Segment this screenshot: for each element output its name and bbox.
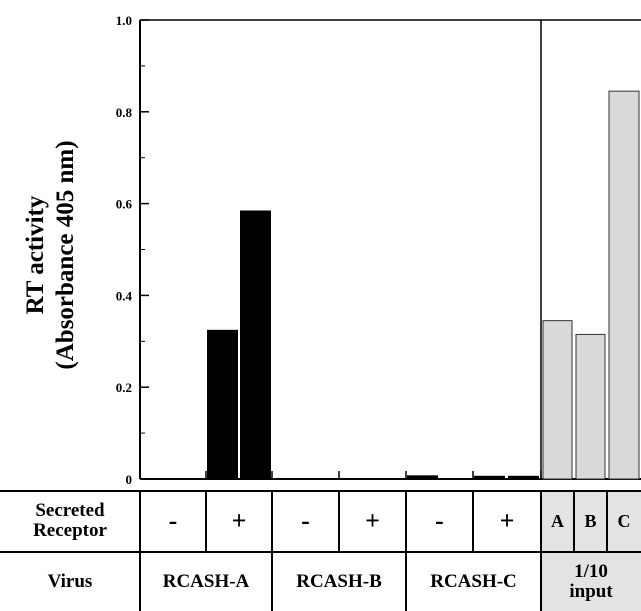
virus-cell-input-line2: input bbox=[569, 580, 613, 602]
bar bbox=[474, 475, 505, 479]
secreted-receptor-header: Secreted Receptor bbox=[0, 490, 140, 552]
input-cell-b: B bbox=[574, 490, 607, 552]
table-divider bbox=[573, 490, 575, 551]
bar bbox=[240, 210, 271, 480]
table-divider bbox=[606, 490, 608, 551]
virus-cell-rcash-c: RCASH-C bbox=[430, 570, 517, 592]
receptor-cell-c-minus: - bbox=[435, 506, 444, 536]
table-divider bbox=[139, 490, 141, 611]
input-cell-c: C bbox=[607, 490, 641, 552]
table-divider bbox=[271, 490, 273, 611]
secreted-receptor-header-line1: Secreted bbox=[35, 500, 105, 522]
table-rule-top bbox=[0, 490, 641, 492]
table-divider bbox=[472, 490, 474, 551]
table-rule-middle bbox=[0, 551, 641, 553]
virus-cell-rcash-a: RCASH-A bbox=[162, 570, 250, 592]
table-divider bbox=[205, 490, 207, 551]
bar bbox=[407, 475, 438, 479]
virus-cell-input-line1: 1/10 bbox=[574, 560, 608, 582]
y-tick-label: 0 bbox=[126, 472, 133, 487]
bar-chart: 0 0.2 0.4 0.6 0.8 1.0 RT activity (Absorbance… bbox=[22, 13, 641, 487]
receptor-cell-a-plus: + bbox=[231, 506, 247, 536]
virus-cell-rcash-b: RCASH-B bbox=[296, 570, 382, 592]
y-axis-title-line1: RT activity bbox=[22, 195, 49, 314]
virus-cell-input: 1/10 input bbox=[541, 552, 641, 611]
bar bbox=[575, 333, 606, 480]
y-tick-label: 0.6 bbox=[116, 197, 133, 212]
y-tick-label: 0.8 bbox=[116, 105, 133, 120]
chart-bars bbox=[207, 90, 640, 480]
y-tick-label: 0.4 bbox=[116, 288, 133, 303]
y-axis-title-line2: (Absorbance 405 nm) bbox=[52, 140, 79, 369]
virus-header: Virus bbox=[47, 570, 93, 592]
y-tick-label: 1.0 bbox=[116, 13, 132, 28]
input-cell-a: A bbox=[541, 490, 574, 552]
receptor-cell-b-plus: + bbox=[365, 506, 380, 536]
secreted-receptor-header-line2: Receptor bbox=[33, 520, 107, 541]
bar bbox=[608, 90, 640, 480]
condition-table: Secreted Receptor - + - + - + A B C Viru… bbox=[0, 490, 641, 611]
receptor-cell-b-minus: - bbox=[301, 506, 310, 536]
y-axis-title: RT activity (Absorbance 405 nm) bbox=[22, 140, 79, 369]
receptor-cell-c-plus: + bbox=[499, 506, 515, 536]
table-divider bbox=[338, 490, 340, 551]
table-divider bbox=[405, 490, 407, 611]
table-divider bbox=[540, 490, 542, 611]
bar bbox=[542, 320, 573, 480]
receptor-cell-a-minus: - bbox=[168, 506, 178, 536]
bar bbox=[207, 329, 238, 479]
bar bbox=[508, 475, 539, 479]
y-tick-label: 0.2 bbox=[116, 380, 132, 395]
